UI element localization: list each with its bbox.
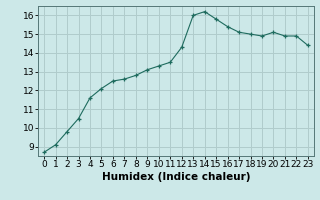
X-axis label: Humidex (Indice chaleur): Humidex (Indice chaleur) bbox=[102, 172, 250, 182]
